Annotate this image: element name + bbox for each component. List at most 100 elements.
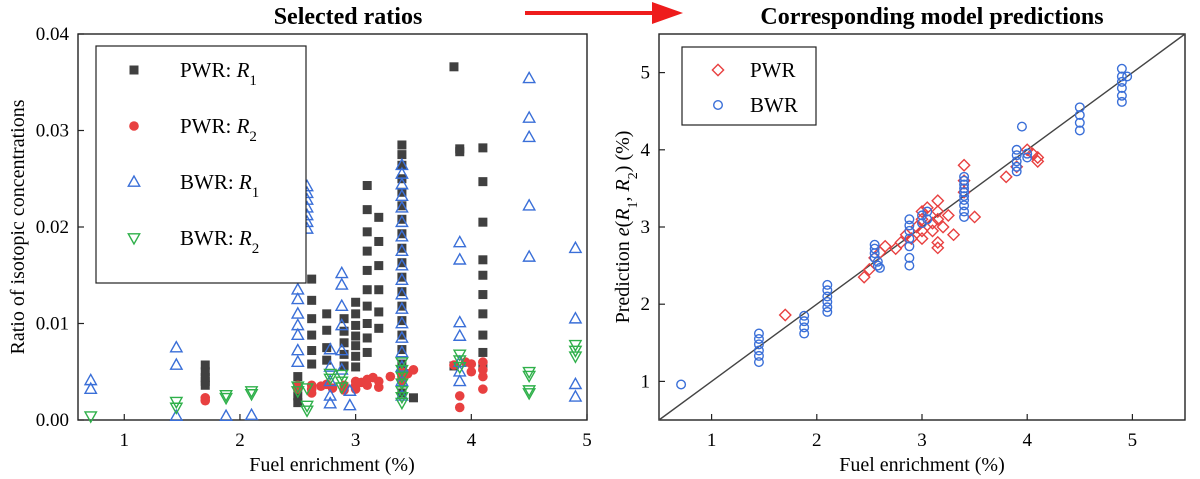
point-pwr-r1 xyxy=(397,140,406,149)
point-pwr-r2 xyxy=(478,384,488,394)
point-pwr-r1 xyxy=(351,298,360,307)
point-pwr-r1 xyxy=(363,205,372,214)
point-bwr xyxy=(1118,98,1127,107)
right-x-axis-label: Fuel enrichment (%) xyxy=(839,454,1005,476)
left-legend: PWR: R1PWR: R2BWR: R1BWR: R2 xyxy=(96,46,306,283)
y-tick-label: 0.03 xyxy=(36,121,69,142)
point-pwr-r2 xyxy=(409,365,419,375)
point-pwr-r2 xyxy=(455,403,465,413)
point-pwr-r1 xyxy=(351,332,360,341)
point-pwr-r1 xyxy=(478,271,487,280)
y-tick-label: 0.00 xyxy=(36,410,69,431)
legend-marker-pwr-r2 xyxy=(129,121,139,131)
point-bwr-r2 xyxy=(523,368,534,378)
point-pwr xyxy=(943,210,954,221)
point-bwr-r1 xyxy=(336,279,347,289)
point-pwr-r1 xyxy=(455,147,464,156)
right-legend: PWR BWR xyxy=(682,47,816,125)
point-bwr-r1 xyxy=(570,242,581,252)
point-bwr-r1 xyxy=(523,72,534,82)
legend-label-bwr: BWR xyxy=(750,93,798,117)
point-pwr-r2 xyxy=(374,382,384,392)
point-pwr xyxy=(880,241,891,252)
point-pwr-r1 xyxy=(351,362,360,371)
point-bwr-r1 xyxy=(336,300,347,310)
point-pwr-r2 xyxy=(455,391,465,401)
point-pwr-r1 xyxy=(363,181,372,190)
point-pwr xyxy=(958,160,969,171)
legend-marker-pwr-r1 xyxy=(130,66,139,75)
y-tick-label: 5 xyxy=(641,63,651,84)
point-bwr-r1 xyxy=(523,251,534,261)
y-tick-label: 3 xyxy=(641,217,651,238)
right-y-axis-label: Prediction e(R1, R2) (%) xyxy=(612,131,641,324)
x-tick-label: 4 xyxy=(467,430,477,451)
point-bwr-r1 xyxy=(523,131,534,141)
point-pwr-r1 xyxy=(374,307,383,316)
x-tick-label: 2 xyxy=(812,430,822,451)
point-pwr-r1 xyxy=(363,266,372,275)
right-chart: 1 2 3 4 512345 Fuel enrichment (%) Predictio… xyxy=(612,34,1185,476)
point-pwr-r1 xyxy=(397,150,406,159)
y-tick-label: 0.02 xyxy=(36,217,69,238)
point-pwr-r1 xyxy=(322,309,331,318)
point-pwr-r1 xyxy=(307,360,316,369)
left-chart-title: Selected ratios xyxy=(274,4,423,30)
legend-label-pwr: PWR xyxy=(750,58,796,82)
point-pwr-r1 xyxy=(478,218,487,227)
point-pwr xyxy=(927,225,938,236)
point-bwr-r1 xyxy=(523,112,534,122)
point-pwr-r1 xyxy=(307,275,316,284)
point-pwr-r1 xyxy=(478,348,487,357)
point-pwr-r1 xyxy=(409,393,418,402)
point-bwr-r1 xyxy=(292,356,303,366)
point-pwr-r1 xyxy=(293,372,302,381)
x-tick-label: 1 xyxy=(707,430,717,451)
point-pwr-r1 xyxy=(374,213,383,222)
point-bwr-r1 xyxy=(336,267,347,277)
y-tick-label: 1 xyxy=(641,371,651,392)
x-tick-label: 4 xyxy=(1022,430,1032,451)
point-pwr-r1 xyxy=(351,352,360,361)
x-tick-label: 5 xyxy=(1128,430,1138,451)
point-pwr-r1 xyxy=(351,309,360,318)
point-pwr-r1 xyxy=(363,333,372,342)
x-tick-label: 5 xyxy=(582,430,592,451)
point-bwr xyxy=(960,213,969,222)
point-bwr-r1 xyxy=(454,375,465,385)
point-pwr xyxy=(780,309,791,320)
point-pwr xyxy=(948,229,959,240)
point-pwr-r1 xyxy=(374,237,383,246)
point-pwr-r1 xyxy=(307,314,316,323)
red-arrow-icon xyxy=(525,2,683,24)
point-pwr-r1 xyxy=(478,143,487,152)
point-pwr-r1 xyxy=(307,296,316,305)
left-y-axis-label: Ratio of isotopic concentrations xyxy=(7,99,29,354)
point-bwr-r1 xyxy=(344,400,355,410)
point-pwr-r1 xyxy=(449,62,458,71)
point-bwr-r1 xyxy=(454,254,465,264)
point-pwr-r1 xyxy=(351,341,360,350)
point-bwr xyxy=(677,380,686,389)
point-bwr-r1 xyxy=(454,330,465,340)
point-pwr-r2 xyxy=(200,396,210,406)
x-tick-label: 3 xyxy=(917,430,927,451)
point-bwr xyxy=(800,329,809,338)
y-tick-label: 0.04 xyxy=(36,24,70,45)
point-bwr-r1 xyxy=(324,398,335,408)
point-bwr-r1 xyxy=(454,317,465,327)
point-pwr-r1 xyxy=(478,331,487,340)
x-tick-label: 3 xyxy=(351,430,361,451)
point-pwr-r1 xyxy=(478,290,487,299)
point-pwr-r1 xyxy=(478,177,487,186)
point-pwr-r1 xyxy=(201,381,210,390)
point-bwr-r1 xyxy=(171,342,182,352)
point-pwr-r1 xyxy=(363,227,372,236)
point-pwr-r1 xyxy=(374,261,383,270)
point-pwr-r2 xyxy=(362,380,372,390)
point-pwr-r2 xyxy=(467,367,477,377)
point-bwr-r1 xyxy=(246,409,257,419)
point-pwr-r1 xyxy=(351,321,360,330)
y-tick-label: 4 xyxy=(641,140,651,161)
point-pwr xyxy=(916,233,927,244)
